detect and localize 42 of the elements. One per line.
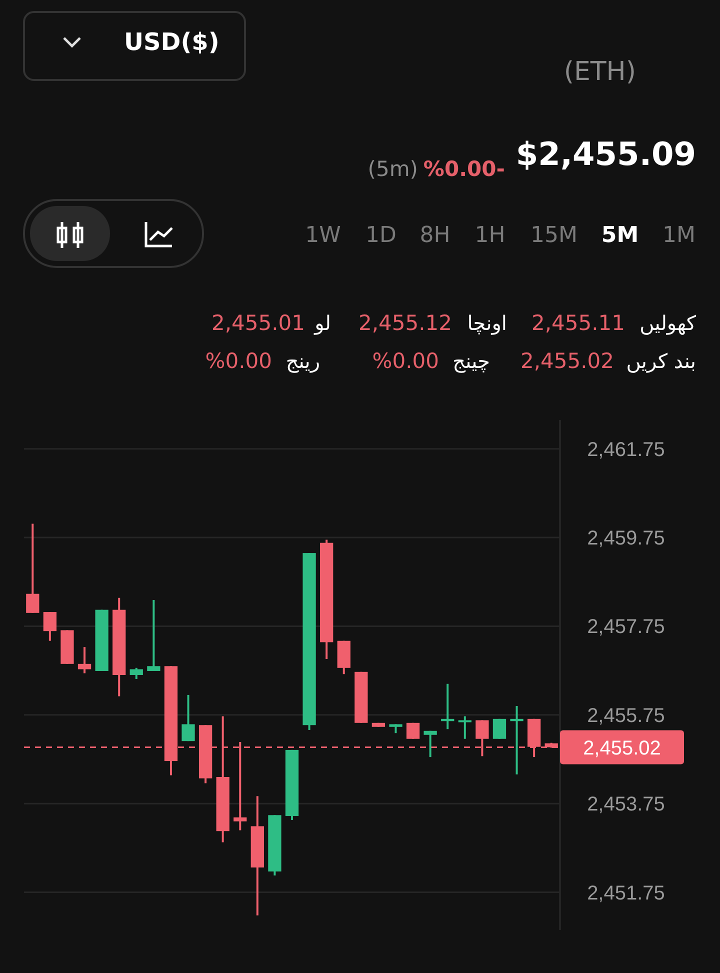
- candlestick: [424, 730, 437, 758]
- candlestick: [406, 722, 420, 740]
- text: 2,455.11: [531, 311, 625, 335]
- text: 2,455.01: [211, 311, 305, 335]
- candlestick: [26, 522, 40, 614]
- text: %0.00-: [423, 157, 505, 181]
- candlestick: [78, 646, 92, 674]
- candlestick: [43, 611, 57, 642]
- text: کھولیں: [640, 311, 696, 335]
- text: بند کریں: [626, 349, 696, 373]
- text: 15M: [530, 223, 578, 248]
- text: 1D: [366, 223, 396, 248]
- text: 1H: [474, 223, 506, 248]
- text: 8H: [420, 223, 450, 248]
- text: 2,455.12: [358, 311, 452, 335]
- y-tick-label: 2,459.75: [587, 528, 665, 550]
- text: %0.00: [205, 349, 272, 373]
- candlestick: [458, 715, 472, 740]
- ref-line-label: 2,455.02: [583, 737, 661, 760]
- text: 2,455.02: [520, 349, 614, 373]
- text: 5M: [601, 223, 639, 248]
- y-tick-label: 2,461.75: [587, 438, 665, 461]
- text: رینج: [286, 349, 320, 373]
- text: اونچا: [467, 311, 507, 335]
- text: چینج: [452, 349, 490, 373]
- y-tick-label: 2,457.75: [587, 616, 665, 638]
- candlestick: [510, 705, 524, 776]
- candlestick: [492, 718, 506, 740]
- text: $2,455.09: [516, 135, 696, 173]
- text: 1M: [662, 223, 696, 248]
- candlestick: [182, 694, 195, 742]
- text: 1W: [305, 223, 342, 248]
- candlestick: [130, 666, 143, 680]
- text: USD($): [124, 28, 220, 56]
- y-tick-label: 2,451.75: [587, 882, 665, 904]
- y-tick-label: 2,455.75: [587, 704, 665, 727]
- text: %0.00: [372, 349, 439, 373]
- candlestick: [147, 599, 160, 672]
- y-tick-label: 2,453.75: [587, 794, 665, 816]
- text: (ETH): [564, 57, 636, 87]
- text: (5m): [368, 157, 418, 181]
- text: لو: [314, 311, 331, 335]
